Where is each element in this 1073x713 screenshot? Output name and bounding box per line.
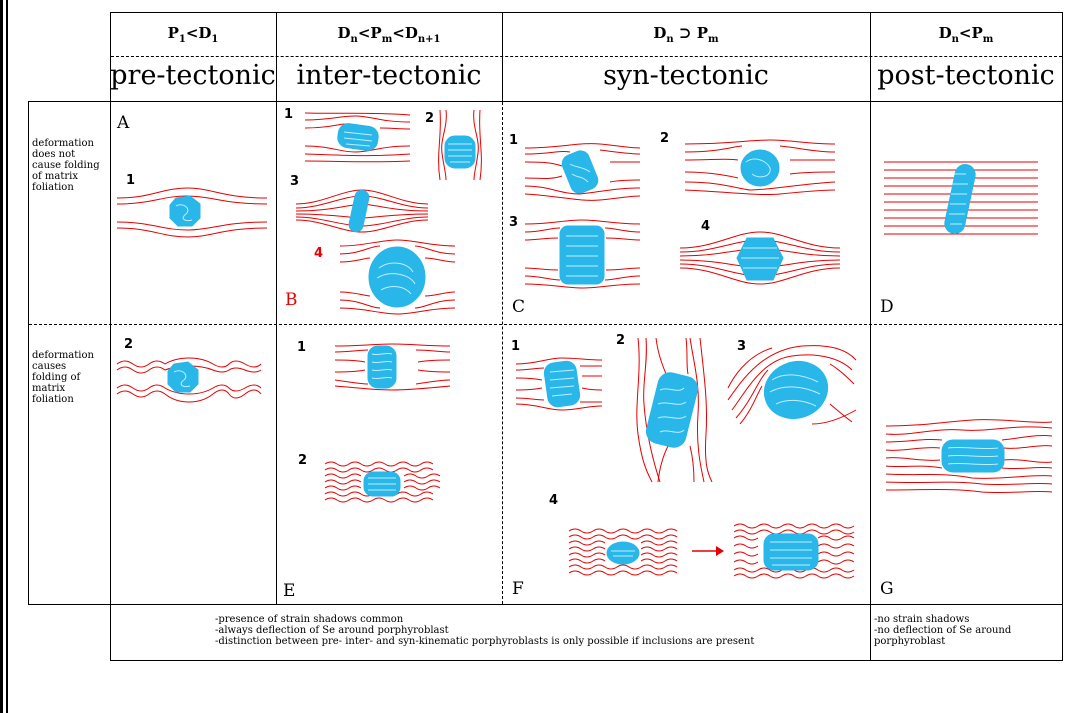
panel-letter-b: B: [285, 290, 298, 310]
porphyroblast-b2: [444, 135, 476, 169]
grid-left: [28, 101, 29, 605]
porphyroblast-f4-end: [763, 533, 819, 571]
sketch-number-b1: 1: [284, 107, 294, 122]
sketch-f3: [727, 345, 857, 425]
sketch-g: [885, 419, 1053, 494]
col-title-pre: pre-tectonic: [110, 60, 276, 91]
sketch-number-f2: 2: [616, 333, 626, 348]
porphyroblast-a2: [167, 361, 199, 393]
sketch-c2: [684, 139, 836, 196]
sketch-c3: [524, 219, 641, 289]
sketch-number-e2: 2: [298, 453, 308, 468]
sketch-b2: [438, 109, 482, 181]
left-border-thick: [0, 0, 3, 713]
porphyroblast-c4: [736, 237, 784, 281]
porphyroblast-c1: [561, 150, 599, 194]
porphyroblast-f4-start: [606, 541, 640, 565]
porphyroblast-e1: [367, 345, 397, 389]
porphyroblast-b4: [368, 246, 426, 308]
sketch-number-c3: 3: [509, 215, 519, 230]
panel-letter-g: G: [880, 579, 894, 599]
porphyroblast-a1: [169, 195, 201, 227]
sketch-number-f4: 4: [549, 493, 559, 508]
col-condition-syn: Dn ⊃ Pm: [653, 24, 719, 45]
col-title-inter: inter-tectonic: [296, 60, 482, 91]
sketch-number-c2: 2: [660, 131, 670, 146]
sketch-number-c4: 4: [701, 219, 711, 234]
porphyroblast-c2: [740, 149, 780, 187]
sketch-c4: [679, 231, 841, 285]
sketch-b3: [295, 189, 429, 233]
grid-col-c: [502, 12, 503, 102]
col-title-syn: syn-tectonic: [603, 60, 769, 91]
grid-col-b: [276, 12, 277, 605]
notes-post-tectonic: -no strain shadows -no deflection of Se a…: [874, 614, 1012, 647]
porphyroblast-b1: [337, 123, 379, 151]
sketch-number-b3: 3: [290, 174, 300, 189]
sketch-number-a2: 2: [124, 337, 134, 352]
porphyroblast-f3: [763, 361, 829, 419]
sketch-e1: [334, 343, 451, 391]
porphyroblast-f2: [645, 372, 699, 448]
sketch-number-b2: 2: [425, 111, 435, 126]
sketch-number-f1: 1: [511, 339, 521, 354]
sketch-number-c1: 1: [509, 133, 519, 148]
row-label-no-folding: deformation does not cause folding of matri…: [32, 138, 100, 193]
col-title-post: post-tectonic: [877, 60, 1055, 91]
porphyroblast-f1: [543, 360, 581, 408]
porphyroblast-b3: [348, 189, 370, 233]
grid-top: [110, 12, 1063, 13]
sketch-f4-end: [733, 523, 855, 579]
sketch-d: [884, 161, 1038, 235]
notes-common: -presence of strain shadows common -alway…: [215, 614, 755, 647]
left-border-thin: [6, 0, 8, 713]
porphyroblast-d: [944, 164, 976, 234]
grid-col-c-dashed: [502, 102, 503, 604]
panel-letter-c: C: [512, 297, 526, 317]
panel-letter-d: D: [880, 297, 894, 317]
sketch-b1: [304, 112, 411, 163]
sketch-a2: [116, 357, 262, 403]
sketch-c1: [524, 143, 641, 201]
arrow-icon: [692, 546, 724, 556]
sketch-number-b4: 4: [314, 246, 324, 261]
sketch-e2: [324, 461, 441, 503]
porphyroblast-c3: [559, 225, 605, 285]
grid-body-bottom: [28, 604, 1063, 605]
sketch-number-a1: 1: [126, 173, 136, 188]
sketch-number-f3: 3: [737, 339, 747, 354]
sketch-number-e1: 1: [297, 340, 307, 355]
grid-header-bottom: [28, 101, 1063, 102]
sketch-f1: [515, 357, 603, 411]
sketch-b4: [339, 239, 456, 315]
panel-letter-a: A: [117, 113, 130, 133]
col-condition-pre: P1<D1: [167, 24, 219, 45]
sketch-f2: [636, 337, 713, 483]
col-condition-post: Dn<Pm: [938, 24, 994, 45]
grid-col-a: [110, 12, 111, 661]
col-condition-inter: Dn<Pm<Dn+1: [337, 24, 441, 45]
grid-right: [1062, 12, 1063, 661]
panel-letter-e: E: [283, 581, 296, 601]
grid-notes-bottom: [110, 660, 1063, 661]
sketch-f4-start: [568, 528, 678, 576]
grid-header-dash: [111, 56, 1062, 57]
grid-row-dash: [29, 324, 1062, 325]
grid-col-d: [870, 12, 871, 661]
sketch-a1: [116, 187, 268, 238]
panel-letter-f: F: [512, 579, 524, 599]
row-label-folding: deformation causes folding of matrix foliati…: [32, 350, 94, 405]
